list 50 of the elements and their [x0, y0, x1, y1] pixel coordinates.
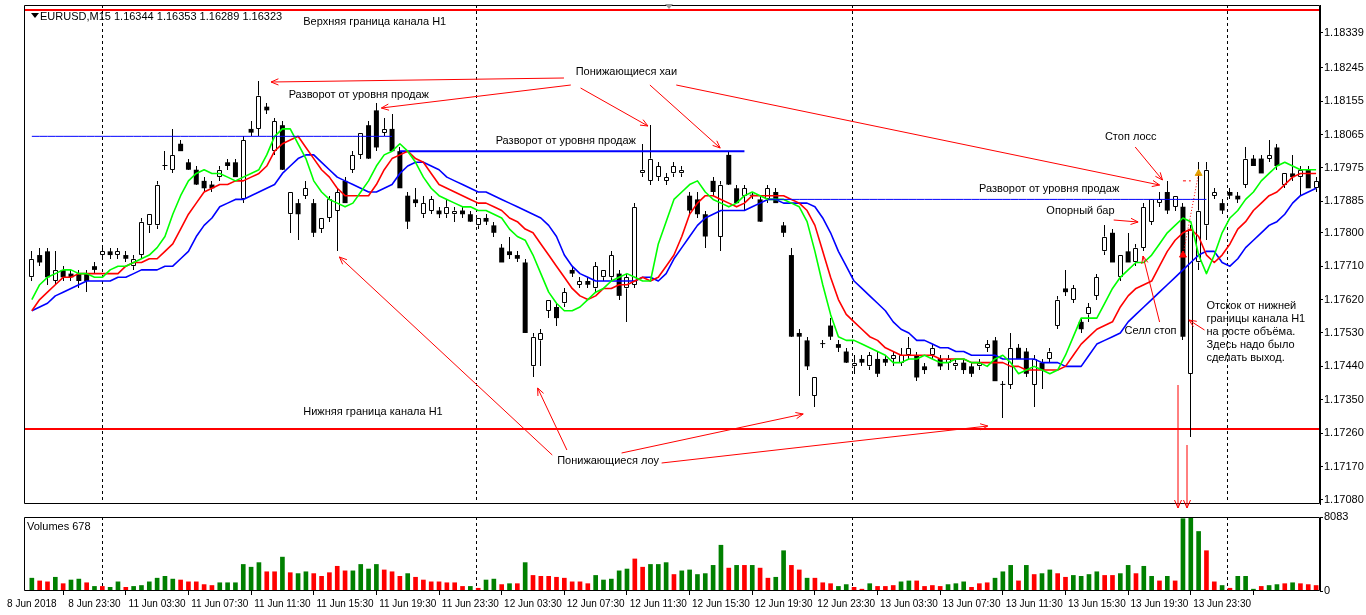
annotation: Селл стоп [1124, 324, 1177, 337]
y-tick-label: 1.17170 [1324, 459, 1364, 472]
annotation: Разворот от уровня продаж [288, 88, 430, 101]
annotation: Понижающиеся хаи [575, 65, 678, 78]
y-tick-label: 1.17440 [1324, 359, 1364, 372]
annotation: Стоп лосс [1104, 130, 1158, 143]
chart-title: Volumes 678 [27, 520, 91, 533]
y-tick-label: 1.17975 [1324, 160, 1364, 173]
y-tick-label: 1.17620 [1324, 292, 1364, 305]
x-tick-label: 13 Jun 07:30 [942, 597, 1001, 609]
y-tick-label: 1.17260 [1324, 426, 1364, 439]
x-tick-label: 12 Jun 07:30 [566, 597, 625, 609]
x-tick-label: 8 Jun 2018 [7, 597, 58, 609]
y-tick-label: 1.17800 [1324, 225, 1364, 238]
x-tick-label: 12 Jun 23:30 [817, 597, 876, 609]
ref-line-label: Верхняя граница канала H1 [303, 15, 447, 28]
y-tick-label: 1.17530 [1324, 326, 1364, 338]
x-tick-label: 12 Jun 11:30 [629, 597, 688, 609]
y-tick-label: 1.18065 [1324, 127, 1364, 140]
x-tick-label: 11 Jun 19:30 [379, 597, 437, 609]
x-tick-label: 12 Jun 15:30 [692, 597, 751, 609]
annotation: Опорный бар [1046, 204, 1115, 217]
x-tick-label: 13 Jun 23:30 [1193, 597, 1252, 609]
annotation: Понижающиеся лоу [557, 454, 660, 467]
x-tick-label: 12 Jun 03:30 [504, 597, 563, 609]
y-tick-label: 1.17710 [1324, 259, 1364, 272]
y-tick-label: 1.18245 [1324, 60, 1364, 73]
x-tick-label: 8 Jun 23:30 [68, 597, 122, 609]
x-tick-label: 13 Jun 03:30 [879, 597, 939, 609]
x-tick-label: 13 Jun 11:30 [1005, 597, 1064, 609]
annotation: Разворот от уровня продаж [495, 134, 637, 147]
y-tick-label: 1.18155 [1324, 94, 1364, 107]
x-tick-label: 11 Jun 11:30 [254, 597, 312, 609]
x-tick-label: 11 Jun 03:30 [128, 597, 187, 609]
x-tick-label: 11 Jun 07:30 [191, 597, 249, 609]
x-tick-label: 13 Jun 15:30 [1067, 597, 1127, 609]
annotation: Разворот от уровня продаж [978, 182, 1120, 195]
y-tick-label: 1.17350 [1324, 392, 1364, 405]
ref-line-label: Нижняя граница канала H1 [303, 405, 443, 418]
y-tick-label: 1.17080 [1324, 492, 1364, 505]
x-tick-label: 13 Jun 19:30 [1130, 597, 1189, 609]
y-tick-label: 1.17885 [1324, 194, 1364, 207]
y-tick-label: 8083 [1324, 510, 1349, 523]
y-tick-label: 1.18339 [1324, 25, 1364, 38]
x-tick-label: 11 Jun 23:30 [441, 597, 500, 609]
y-tick-label: 0 [1324, 584, 1331, 597]
x-tick-label: 12 Jun 19:30 [754, 597, 813, 609]
text: EURUSD,M15 1.16344 1.16353 1.16289 1.16323 [40, 10, 283, 23]
annotation: Отскок от нижней границы канала H1 на росте объёма. Здесь надо было сделать выход. [1206, 299, 1306, 364]
x-tick-label: 11 Jun 15:30 [316, 597, 375, 609]
